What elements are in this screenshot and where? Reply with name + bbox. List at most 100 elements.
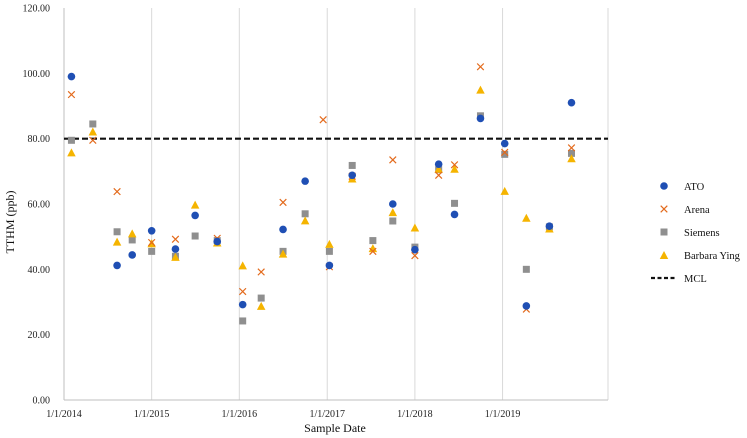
siemens-point — [148, 247, 156, 255]
ato-point — [545, 222, 554, 231]
arena-point — [411, 251, 419, 260]
y-tick-labels: 0.00 20.00 40.00 60.00 80.00 100.00 120.00 — [23, 4, 51, 407]
siemens-point — [257, 294, 265, 302]
siemens-point — [301, 210, 309, 218]
barbara-ying-point — [278, 249, 288, 258]
x-tick-label: 1/1/2014 — [46, 409, 82, 420]
arena-point — [500, 148, 509, 157]
siemens-point — [451, 199, 459, 207]
barbara-ying-point — [410, 223, 420, 232]
y-tick-label: 120.00 — [23, 4, 51, 15]
ato-point — [567, 98, 576, 107]
barbara-ying-point — [522, 213, 531, 222]
barbara-ying-point — [476, 85, 485, 94]
barbara-ying-point — [171, 252, 180, 261]
legend-siemens-marker — [660, 228, 668, 236]
ato-point — [325, 261, 334, 270]
y-tick-label: 0.00 — [33, 396, 51, 407]
arena-point — [389, 156, 397, 164]
legend-siemens-label: Siemens — [684, 228, 720, 239]
x-axis-title: Sample Date — [304, 421, 366, 435]
y-axis-title: TTHM (ppb) — [3, 191, 17, 254]
arena-point — [171, 235, 180, 244]
ato-point — [522, 302, 531, 310]
legend-mcl-label: MCL — [684, 274, 707, 285]
arena-point — [279, 198, 287, 207]
barbara-ying-point — [450, 164, 459, 173]
y-tick-label: 20.00 — [28, 330, 51, 341]
arena-point — [257, 268, 265, 276]
legend-arena-marker — [660, 205, 668, 213]
siemens-point — [67, 136, 75, 144]
legend-barbara-ying-marker — [659, 251, 669, 259]
siemens-point — [239, 317, 247, 325]
legend-arena-label: Arena — [684, 205, 710, 216]
siemens-point — [522, 265, 530, 273]
arena-point — [147, 238, 156, 247]
siemens-point — [389, 217, 397, 225]
legend-barbara-ying-label: Barbara Ying — [684, 251, 741, 262]
ato-point — [213, 237, 222, 246]
arena-point — [238, 287, 247, 296]
data-markers — [67, 63, 576, 325]
x-tick-label: 1/1/2015 — [134, 409, 170, 420]
barbara-ying-point — [112, 237, 122, 246]
siemens-point — [113, 228, 121, 236]
arena-point — [89, 136, 97, 145]
arena-point — [319, 115, 327, 124]
ato-point — [389, 200, 397, 208]
ato-point — [67, 72, 76, 81]
ato-point — [147, 226, 156, 235]
siemens-point — [348, 161, 356, 169]
siemens-point — [191, 232, 199, 240]
ato-point — [434, 160, 443, 168]
x-tick-label: 1/1/2019 — [485, 409, 521, 420]
ato-point — [348, 171, 357, 180]
x-tick-label: 1/1/2017 — [309, 409, 345, 420]
siemens-point — [128, 236, 136, 244]
barbara-ying-point — [368, 244, 378, 253]
ato-point — [411, 245, 419, 254]
arena-point — [113, 187, 121, 196]
ato-point — [450, 210, 459, 219]
arena-point — [67, 90, 76, 99]
y-tick-label: 40.00 — [28, 265, 51, 276]
siemens-point — [325, 247, 333, 255]
y-tick-label: 60.00 — [28, 200, 51, 211]
ato-point — [500, 139, 509, 148]
barbara-ying-point — [500, 186, 509, 195]
arena-point — [450, 161, 459, 169]
y-tick-label: 80.00 — [28, 134, 51, 145]
barbara-ying-point — [325, 239, 334, 248]
ato-point — [171, 245, 180, 253]
barbara-ying-point — [388, 208, 398, 217]
siemens-point — [89, 120, 97, 128]
ato-point — [113, 261, 121, 270]
x-tick-label: 1/1/2016 — [222, 409, 258, 420]
barbara-ying-point — [127, 229, 137, 238]
siemens-point — [567, 149, 575, 157]
x-tick-label: 1/1/2018 — [397, 409, 433, 420]
siemens-point — [369, 237, 377, 245]
ato-point — [191, 211, 199, 220]
arena-point — [476, 63, 485, 71]
barbara-ying-point — [88, 127, 98, 136]
ato-point — [476, 114, 485, 123]
barbara-ying-point — [300, 216, 310, 225]
ato-point — [301, 177, 309, 185]
legend-ato-marker — [660, 182, 668, 190]
legend-ato-label: ATO — [684, 182, 705, 193]
siemens-point — [501, 150, 509, 158]
ato-point — [128, 251, 137, 259]
vertical-gridlines — [151, 8, 609, 400]
y-tick-label: 100.00 — [23, 69, 51, 80]
barbara-ying-point — [67, 148, 76, 157]
barbara-ying-point — [434, 164, 443, 173]
barbara-ying-point — [238, 261, 247, 270]
arena-point — [434, 171, 443, 179]
legend: ATO Arena Siemens Barbara Ying MCL — [651, 182, 741, 285]
barbara-ying-point — [567, 154, 576, 163]
barbara-ying-point — [190, 200, 200, 209]
barbara-ying-point — [256, 301, 266, 310]
